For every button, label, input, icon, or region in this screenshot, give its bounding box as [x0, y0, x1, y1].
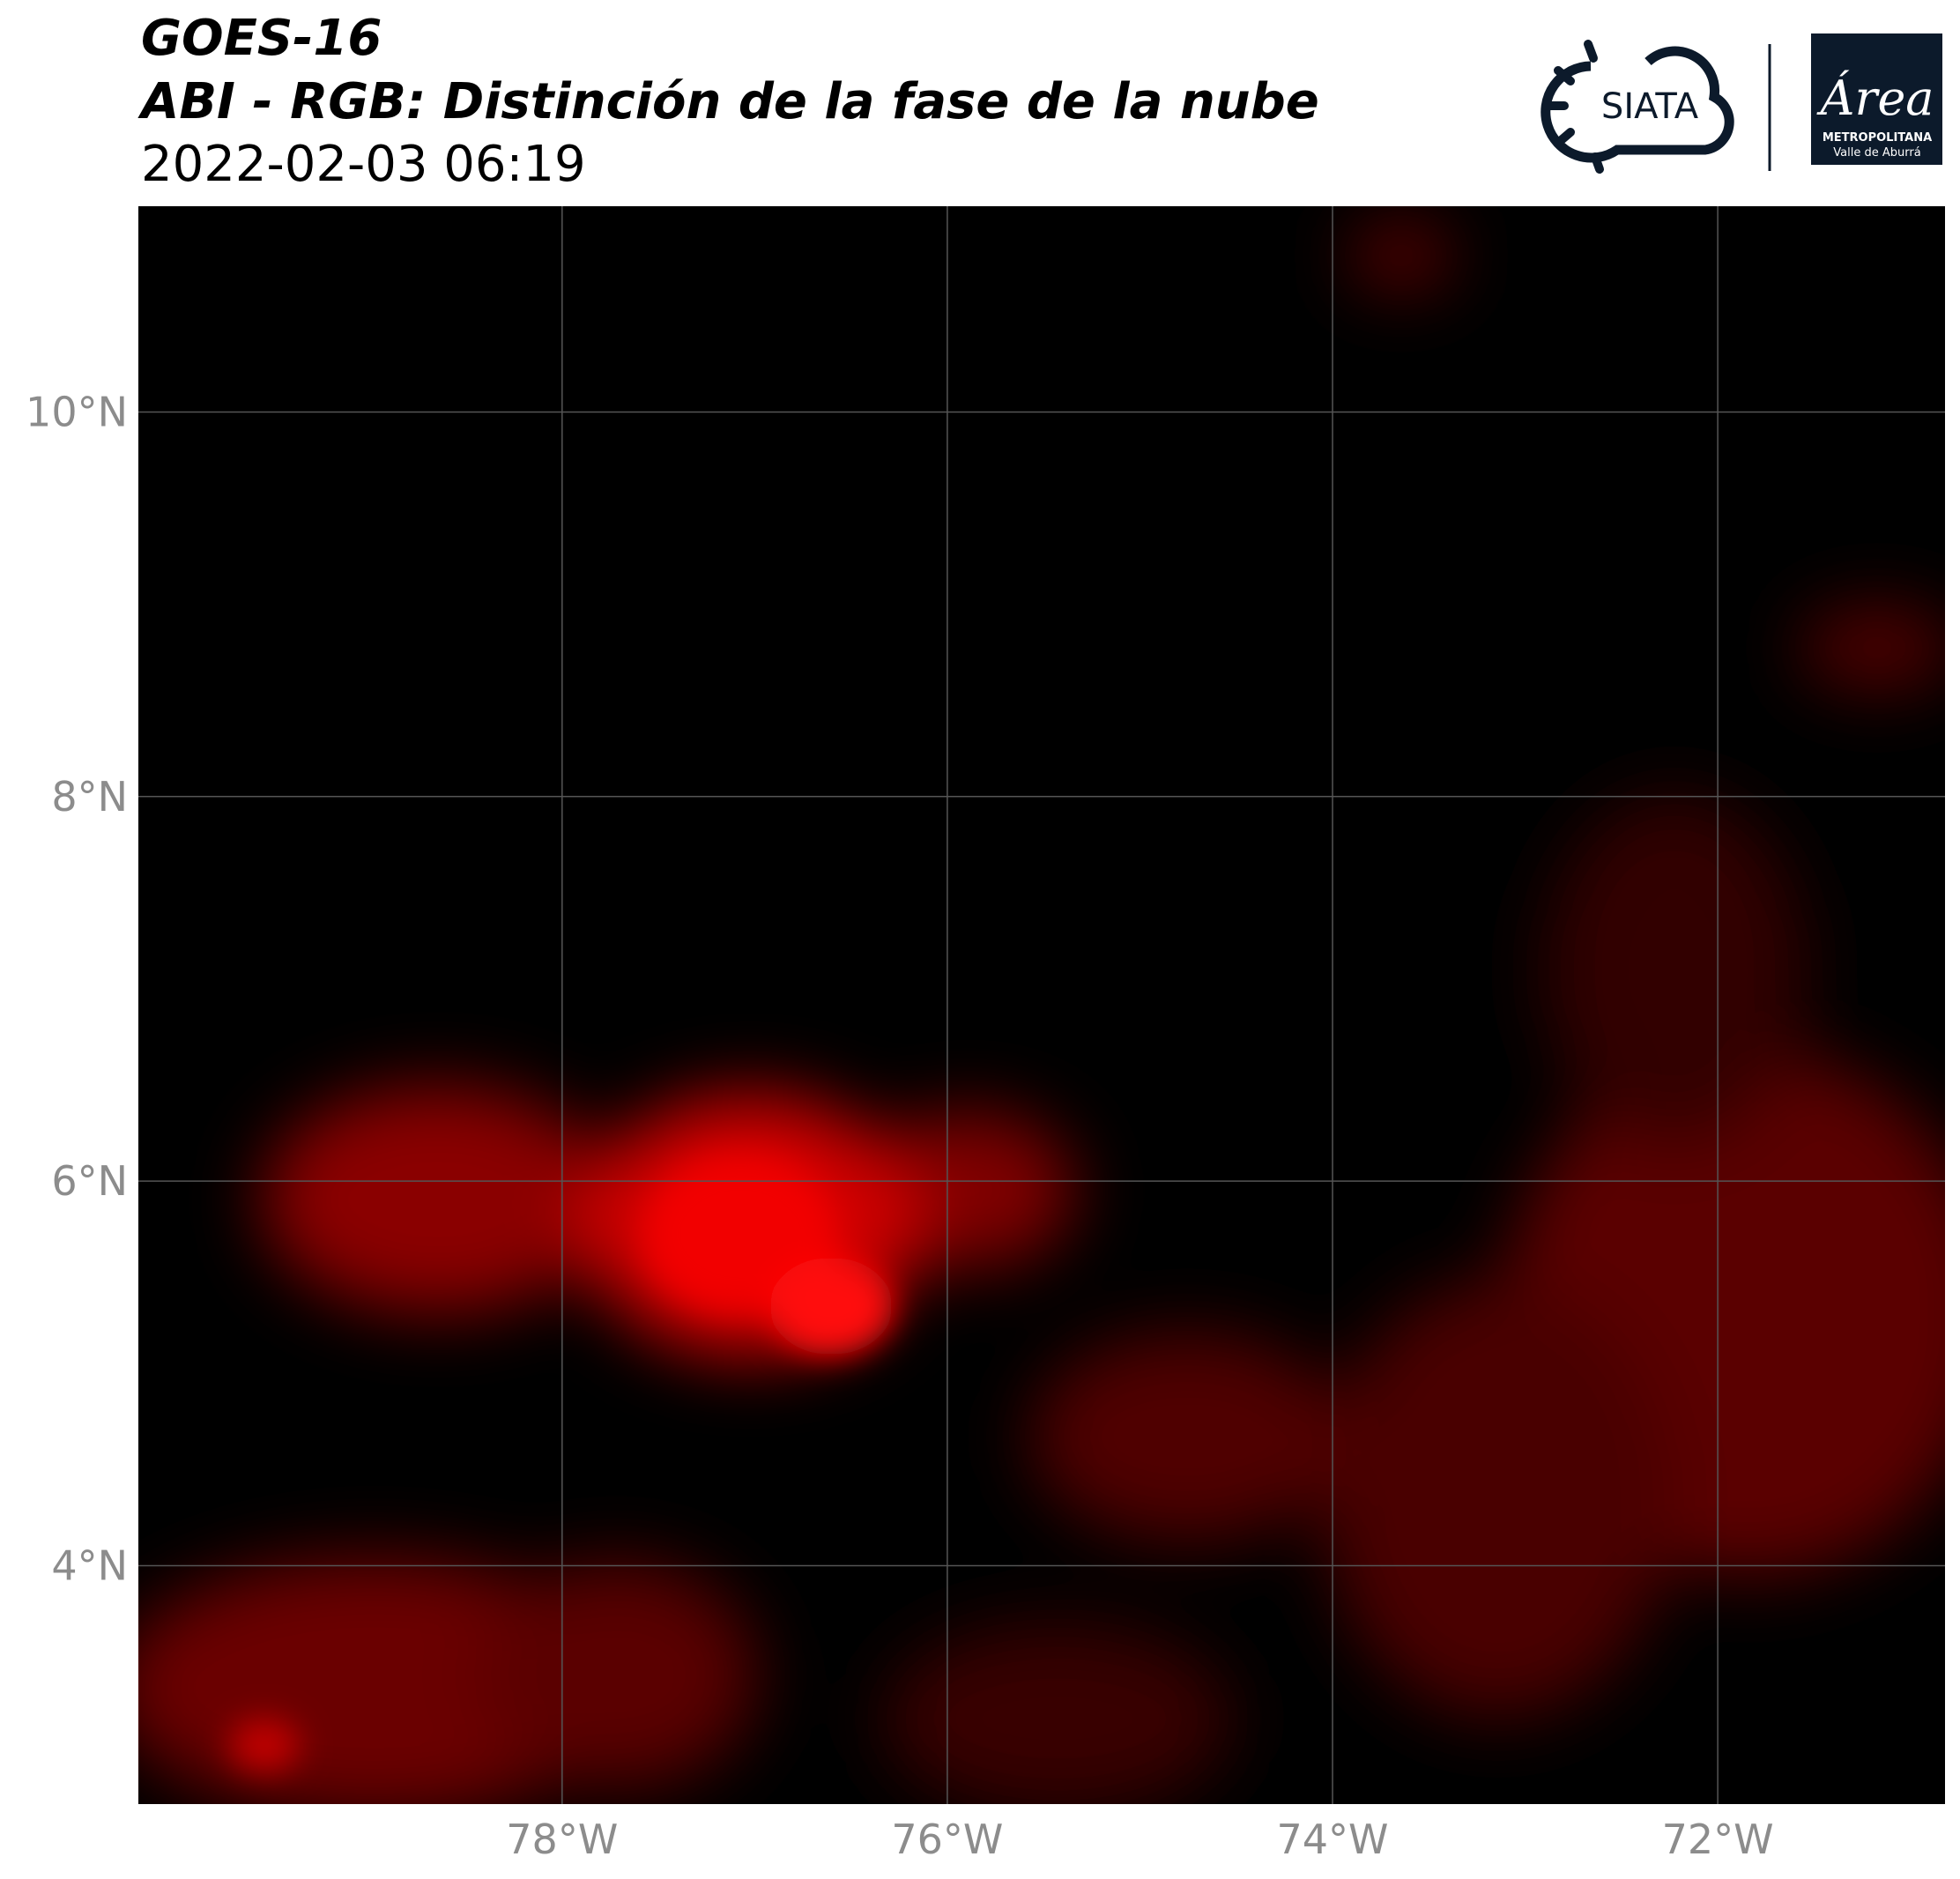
- y-tick-label: 10°N: [26, 388, 128, 435]
- title: GOES-16: [141, 10, 382, 67]
- area-line2: Valle de Aburrá: [1833, 146, 1920, 160]
- subtitle: ABI - RGB: Distinción de la fase de la n…: [137, 73, 1319, 130]
- x-tick-label: 72°W: [1662, 1816, 1774, 1863]
- y-tick-label: 4°N: [51, 1541, 128, 1589]
- x-tick-label: 78°W: [506, 1816, 618, 1863]
- y-tick-label: 8°N: [51, 773, 128, 821]
- grid: [138, 206, 1945, 1804]
- map-image: [138, 206, 1945, 1804]
- y-tick-label: 6°N: [51, 1157, 128, 1205]
- area-text: Área: [1816, 70, 1934, 126]
- siata-logo: SIATA: [1541, 40, 1734, 174]
- x-tick-label: 74°W: [1276, 1816, 1388, 1863]
- x-tick-label: 76°W: [891, 1816, 1003, 1863]
- area-line1: METROPOLITANA: [1823, 131, 1932, 145]
- date: 2022-02-03 06:19: [141, 136, 586, 193]
- area-logo: Área METROPOLITANA Valle de Aburrá: [1811, 33, 1942, 165]
- siata-text: SIATA: [1601, 86, 1699, 127]
